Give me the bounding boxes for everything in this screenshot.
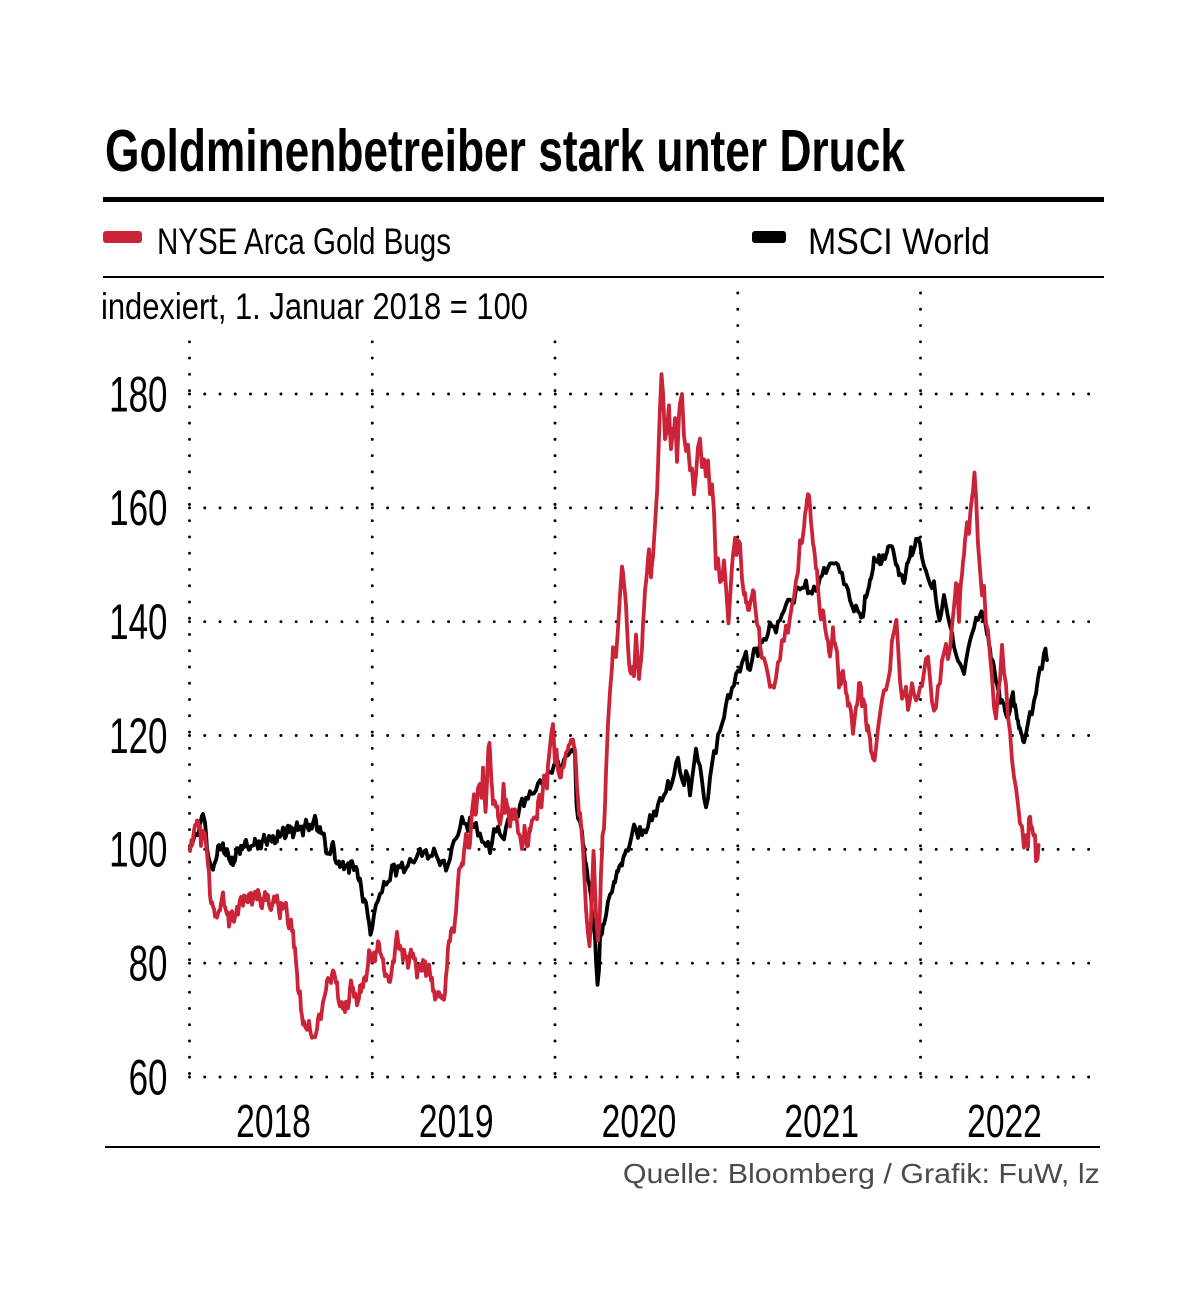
title-rule — [103, 197, 1104, 202]
source-credit: Quelle: Bloomberg / Grafik: FuW, lz — [623, 1158, 1100, 1189]
svg-text:120: 120 — [109, 709, 167, 765]
svg-text:2021: 2021 — [784, 1096, 859, 1147]
series-gold-bugs — [188, 372, 1041, 1040]
legend-label-msci-world: MSCI World — [808, 221, 990, 262]
legend-rule — [103, 276, 1104, 278]
svg-text:100: 100 — [109, 823, 167, 879]
svg-text:2019: 2019 — [419, 1096, 494, 1147]
legend-swatch-msci-world — [752, 231, 786, 243]
footer-rule — [105, 1146, 1100, 1148]
chart-subtitle: indexiert, 1. Januar 2018 = 100 — [99, 286, 615, 327]
svg-text:140: 140 — [109, 595, 167, 651]
series-msci-world — [188, 536, 1049, 987]
svg-text:160: 160 — [109, 481, 167, 537]
svg-text:2018: 2018 — [236, 1096, 311, 1147]
chart-title: Goldminenbetreiber stark unter Druck — [105, 118, 905, 184]
legend-label-gold-bugs: NYSE Arca Gold Bugs — [157, 221, 451, 262]
svg-text:2020: 2020 — [602, 1096, 677, 1147]
legend-swatch-gold-bugs — [103, 231, 142, 243]
svg-text:180: 180 — [109, 367, 167, 423]
svg-text:2022: 2022 — [967, 1096, 1042, 1147]
svg-text:80: 80 — [129, 936, 168, 992]
svg-text:60: 60 — [129, 1050, 168, 1106]
